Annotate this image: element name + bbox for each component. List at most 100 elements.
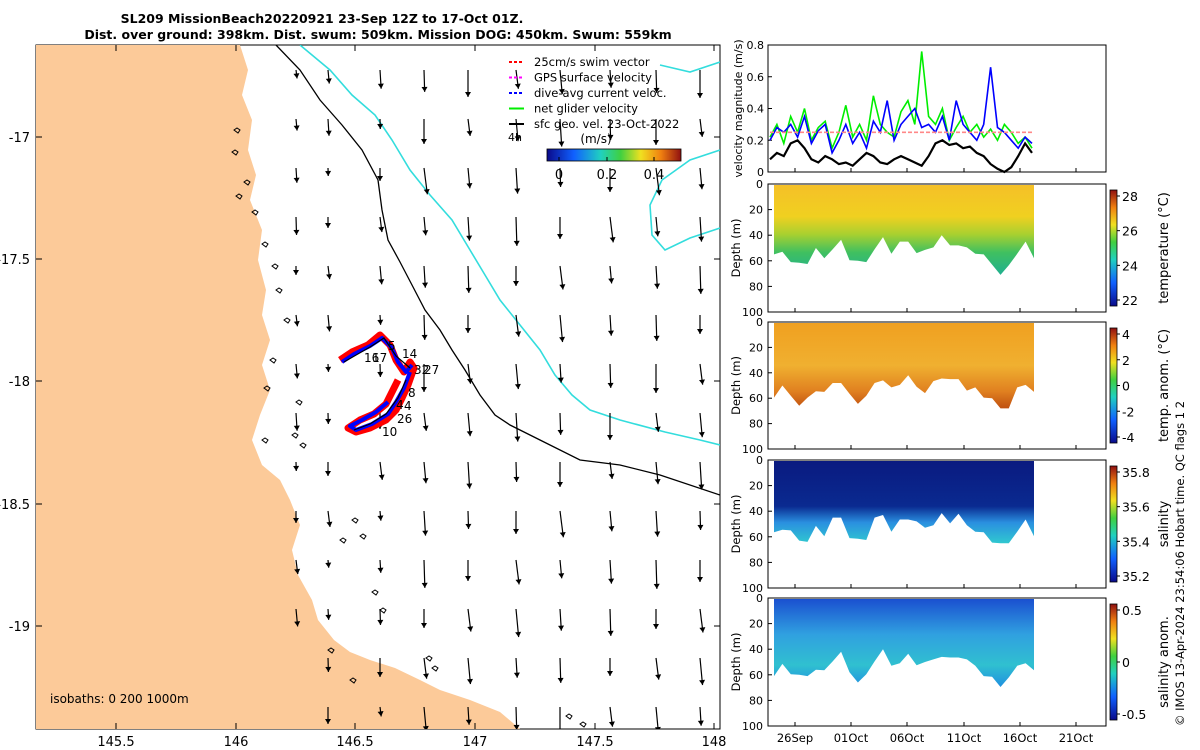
velocity-arrow xyxy=(654,706,661,729)
arrow-head xyxy=(607,382,614,388)
velocity-arrow xyxy=(654,265,661,289)
arrow-head xyxy=(293,425,300,431)
arrow-head xyxy=(558,573,565,579)
depth-section-fill xyxy=(774,599,1034,687)
velocity-arrow xyxy=(654,461,661,485)
y-tick-label: 80 xyxy=(749,694,763,707)
arrow-head xyxy=(293,177,300,183)
arrow-head xyxy=(466,235,473,241)
reef xyxy=(271,263,279,270)
title-line-2: Dist. over ground: 398km. Dist. swum: 50… xyxy=(84,27,671,42)
velocity-arrow xyxy=(423,167,430,195)
arrow-head xyxy=(421,387,427,392)
y-axis-label: Depth (m) xyxy=(729,633,743,692)
arrow-head xyxy=(326,521,333,527)
arrow-head xyxy=(698,183,705,190)
arrow-head xyxy=(654,478,661,485)
velocity-arrow xyxy=(513,266,519,286)
velocity-arrow xyxy=(559,707,561,729)
track-day-label: 10 xyxy=(382,425,397,439)
arrow-head xyxy=(378,474,385,480)
velocity-arrow xyxy=(514,412,521,442)
colorbar-tick-label: 0 xyxy=(555,168,563,183)
arrow-head xyxy=(607,671,613,676)
velocity-arrow xyxy=(557,657,564,683)
colorbar-tick-label: 35.8 xyxy=(1122,465,1150,480)
velocity-arrow xyxy=(607,118,614,140)
title-line-1: SL209 MissionBeach20220921 23-Sep 12Z to… xyxy=(121,11,524,26)
velocity-arrow xyxy=(325,608,332,620)
arrow-head xyxy=(514,135,521,142)
land-mass xyxy=(36,45,520,729)
arrow-head xyxy=(422,230,429,236)
y-tick-label: 0.4 xyxy=(747,103,765,116)
velocity-arrow xyxy=(466,363,473,384)
track-line xyxy=(343,337,411,431)
arrow-head xyxy=(377,319,384,325)
velocity-arrow xyxy=(653,609,659,629)
colorbar-tick-label: 0.5 xyxy=(1122,603,1142,618)
velocity-arrow xyxy=(377,118,384,129)
colorbar-unit: (m/s) xyxy=(580,132,611,146)
colorbar-tick-label: -4 xyxy=(1122,430,1135,445)
arrow-head xyxy=(607,187,613,192)
y-tick-label: 60 xyxy=(749,255,763,268)
arrow-head xyxy=(655,674,662,680)
velocity-arrow xyxy=(607,658,613,676)
map-axis-ticks: 145.5146146.5147147.5148-17-17.5-18-18.5… xyxy=(0,45,726,750)
arrow-head xyxy=(514,188,521,194)
colorbar-tick-label: 0.4 xyxy=(644,168,665,183)
arrow-head xyxy=(557,482,563,487)
velocity-arrow xyxy=(607,413,613,440)
reef xyxy=(295,399,303,406)
arrow-head xyxy=(653,388,659,393)
velocity-arrow xyxy=(467,608,474,632)
map-legend: 25cm/s swim vector GPS surface velocitydi… xyxy=(509,55,679,131)
speed-colorbar-ticks: 0 0.2 0.4 xyxy=(555,157,664,183)
depth-section-salinity-anom-: 0 20 40 60 80 100 Depth (m) 0.5 0 -0.5 salinity an… xyxy=(729,592,1172,745)
track-day-label: 27 xyxy=(424,363,439,377)
velocity-arrow xyxy=(607,314,614,336)
velocity-arrow xyxy=(513,216,520,246)
velocity-arrow xyxy=(607,69,614,88)
velocity-arrow xyxy=(466,118,473,136)
reef xyxy=(261,241,269,248)
arrow-head xyxy=(421,86,428,92)
velocity-arrow xyxy=(294,608,301,627)
reef xyxy=(291,432,299,439)
velocity-arrow xyxy=(377,168,383,181)
arrow-head xyxy=(653,583,660,589)
x-tick-label: 01Oct xyxy=(834,731,869,745)
arrow-head xyxy=(654,231,661,237)
arrow-head xyxy=(293,518,299,523)
arrow-head xyxy=(325,666,332,672)
series-line xyxy=(769,67,1033,156)
arrow-head xyxy=(421,139,427,144)
arrow-head xyxy=(422,477,429,484)
reef xyxy=(351,517,359,524)
arrow-head xyxy=(422,282,429,288)
arrow-head xyxy=(699,627,706,633)
arrow-head xyxy=(558,625,565,631)
x-tick-label: 11Oct xyxy=(947,731,982,745)
velocity-arrow xyxy=(654,510,661,537)
reef xyxy=(235,193,243,200)
reef xyxy=(269,357,277,364)
velocity-arrow xyxy=(514,363,521,390)
velocity-arrow xyxy=(377,510,384,521)
velocity-arrow xyxy=(514,69,521,89)
arrow-head xyxy=(607,330,614,336)
arrow-head xyxy=(557,181,564,187)
track-day-label: 14 xyxy=(402,347,417,361)
velocity-arrow xyxy=(377,559,384,573)
series-line xyxy=(769,138,1033,174)
velocity-arrow xyxy=(608,265,615,284)
colorbar-tick-label: 28 xyxy=(1122,189,1138,204)
velocity-arrow xyxy=(558,559,565,579)
velocity-arrow xyxy=(293,412,300,431)
arrow-head xyxy=(465,719,472,725)
velocity-arrow xyxy=(698,118,705,137)
reef xyxy=(231,149,239,156)
arrow-head xyxy=(325,366,332,372)
